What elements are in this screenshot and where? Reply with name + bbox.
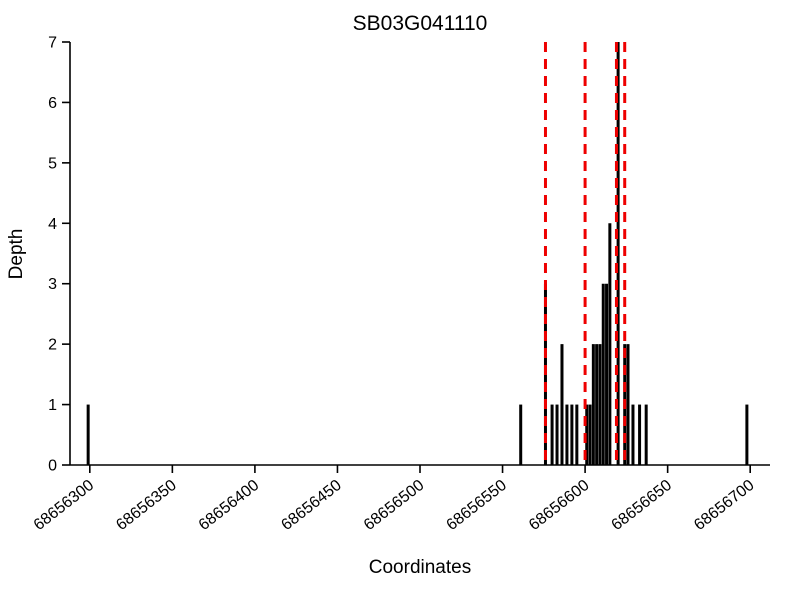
y-tick-label: 2 — [48, 337, 57, 354]
y-tick-label: 7 — [48, 35, 57, 52]
plot-content: 0 1 2 3 4 5 6 7 68656300 68656350 68656400 68656450… — [31, 35, 770, 534]
x-tick-label: 68656400 — [196, 477, 263, 534]
x-tick-label: 68656500 — [361, 477, 428, 534]
y-tick-label: 3 — [48, 276, 57, 293]
x-tick-label: 68656300 — [31, 477, 98, 534]
y-tick-label: 1 — [48, 397, 57, 414]
y-axis-label: Depth — [6, 229, 27, 280]
x-tick-label: 68656650 — [609, 477, 676, 534]
x-tick-label: 68656450 — [278, 477, 345, 534]
x-tick-label: 68656600 — [526, 477, 593, 534]
x-tick-label: 68656550 — [443, 477, 510, 534]
x-tick-label: 68656350 — [113, 477, 180, 534]
x-axis-label: Coordinates — [369, 557, 471, 578]
chart-title: SB03G041110 — [353, 12, 488, 35]
y-tick-label: 5 — [48, 155, 57, 172]
y-tick-label: 4 — [48, 216, 57, 233]
y-tick-label: 0 — [48, 458, 57, 475]
y-tick-label: 6 — [48, 95, 57, 112]
x-tick-label: 68656700 — [691, 477, 758, 534]
